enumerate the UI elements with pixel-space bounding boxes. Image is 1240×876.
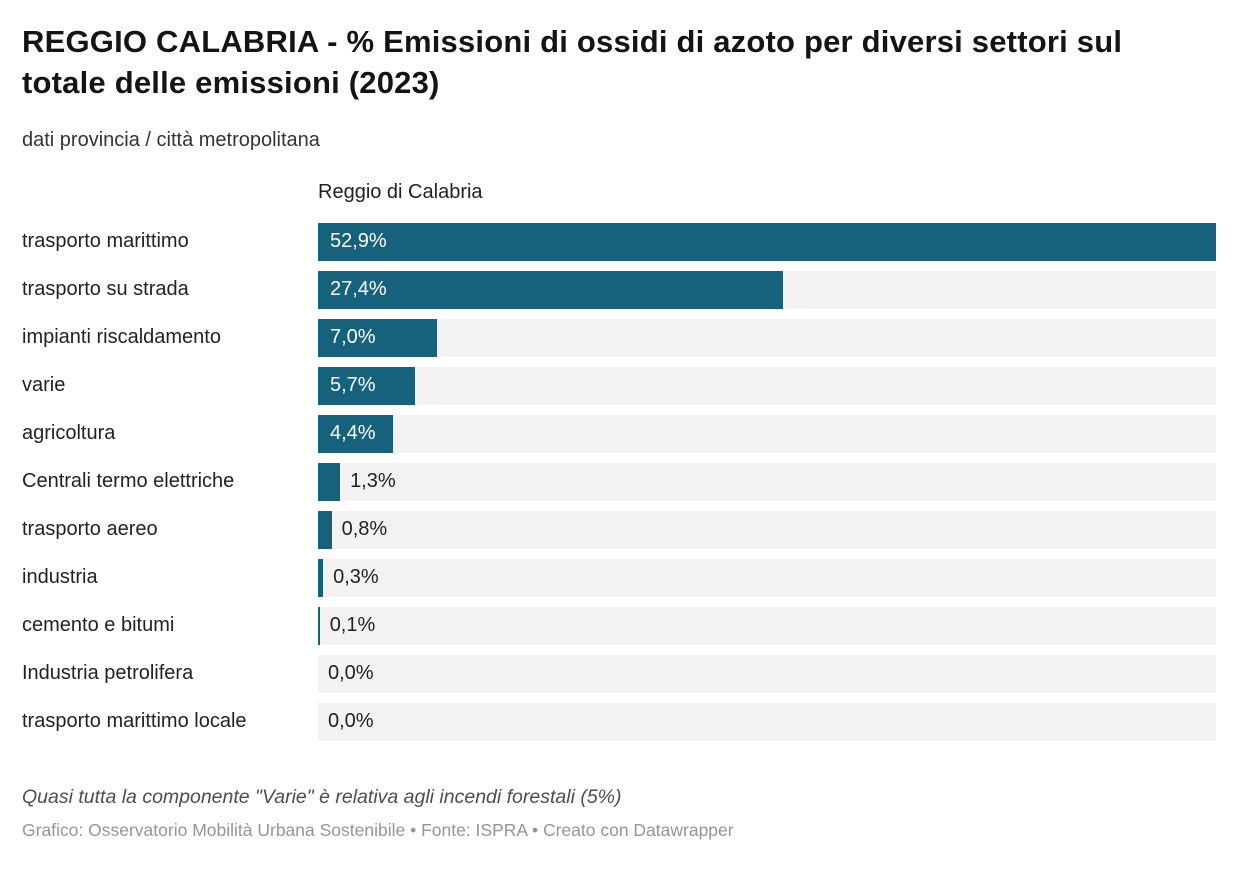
bar-value-label: 0,3% — [333, 566, 379, 589]
bar-value-label: 0,0% — [328, 662, 374, 685]
bar-track: 0,0% — [318, 702, 1216, 741]
bar-value-label: 27,4% — [330, 278, 387, 301]
category-label: trasporto aereo — [22, 518, 158, 541]
bar-track: 0,1% — [318, 606, 1216, 645]
bar-track: 27,4% — [318, 270, 1216, 309]
bar — [318, 462, 341, 501]
bar: 52,9% — [318, 222, 1216, 261]
chart-row: trasporto marittimo locale 0,0% — [22, 698, 1216, 746]
credits-line: Grafico: Osservatorio Mobilità Urbana So… — [22, 819, 734, 840]
chart-row: Centrali termo elettriche 1,3% — [22, 458, 1216, 506]
chart-row: varie 5,7% — [22, 362, 1216, 410]
category-label: impianti riscaldamento — [22, 326, 221, 349]
category-label: cemento e bitumi — [22, 614, 175, 637]
page-title: REGGIO CALABRIA - % Emissioni di ossidi … — [22, 24, 1123, 100]
bar-track: 0,0% — [318, 654, 1216, 693]
chart-row: cemento e bitumi 0,1% — [22, 602, 1216, 650]
bar-track: 0,3% — [318, 558, 1216, 597]
bar-value-label: 7,0% — [330, 326, 376, 349]
category-label: varie — [22, 374, 66, 397]
chart-footer: Quasi tutta la componente "Varie" è rela… — [22, 786, 1216, 841]
chart-row: agricoltura 4,4% — [22, 410, 1216, 458]
chart-rows: trasporto marittimo 52,9% trasporto su s… — [22, 218, 1216, 746]
footnote: Quasi tutta la componente "Varie" è rela… — [22, 785, 622, 808]
chart-row: Industria petrolifera 0,0% — [22, 650, 1216, 698]
chart-row: impianti riscaldamento 7,0% — [22, 314, 1216, 362]
chart-row: trasporto aereo 0,8% — [22, 506, 1216, 554]
chart-row: trasporto su strada 27,4% — [22, 266, 1216, 314]
bar — [318, 558, 324, 597]
category-label: agricoltura — [22, 422, 116, 445]
bar-value-label: 1,3% — [350, 470, 396, 493]
category-label: trasporto marittimo locale — [22, 710, 247, 733]
bar-track: 1,3% — [318, 462, 1216, 501]
bar-value-label: 5,7% — [330, 374, 376, 397]
category-label: Industria petrolifera — [22, 662, 194, 685]
chart-row: trasporto marittimo 52,9% — [22, 218, 1216, 266]
category-label: trasporto marittimo — [22, 230, 189, 253]
bar-track: 5,7% — [318, 366, 1216, 405]
chart-row: industria 0,3% — [22, 554, 1216, 602]
bar: 5,7% — [318, 366, 415, 405]
bar-track: 7,0% — [318, 318, 1216, 357]
bar-value-label: 0,8% — [341, 518, 388, 541]
bar-value-label: 4,4% — [330, 422, 376, 445]
column-header: Reggio di Calabria — [318, 180, 483, 203]
bar-chart: Reggio di Calabria trasporto marittimo 5… — [22, 181, 1216, 746]
page-subtitle: dati provincia / città metropolitana — [22, 128, 320, 151]
bar-value-label: 52,9% — [330, 230, 387, 253]
bar: 27,4% — [318, 270, 784, 309]
bar — [318, 510, 332, 549]
bar-value-label: 0,0% — [328, 710, 374, 733]
bar-track: 4,4% — [318, 414, 1216, 453]
bar: 7,0% — [318, 318, 437, 357]
bar — [318, 606, 320, 645]
bar: 4,4% — [318, 414, 393, 453]
bar-track: 0,8% — [318, 510, 1216, 549]
bar-value-label: 0,1% — [329, 614, 376, 637]
category-label: industria — [22, 566, 98, 589]
bar-track: 52,9% — [318, 222, 1216, 261]
category-label: trasporto su strada — [22, 278, 189, 301]
category-label: Centrali termo elettriche — [22, 470, 235, 493]
